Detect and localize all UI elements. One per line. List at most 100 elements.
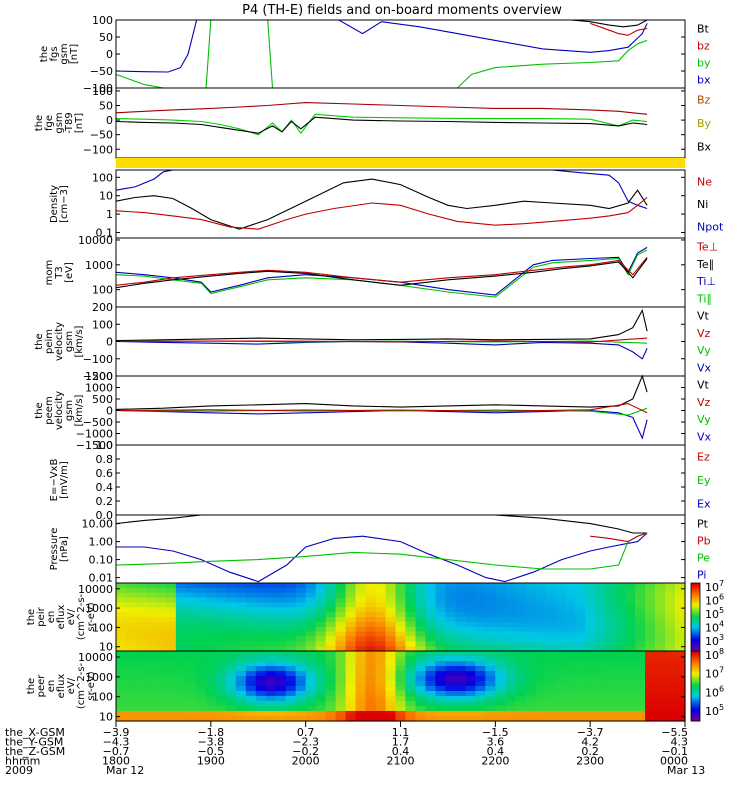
peer_eflux-heatmap-cell [625,666,636,672]
peir_eflux-heatmap-cell [235,641,247,647]
peer_eflux-heatmap-cell [175,651,187,657]
peir_eflux-heatmap-cell [135,592,147,599]
peir_eflux-heatmap-cell [155,612,167,618]
density-ytick-label: 100 [92,171,113,184]
peem-series-Vt [116,374,648,410]
peer_eflux-heatmap-cell [425,686,437,692]
peir_eflux-heatmap-cell [415,636,427,642]
peir_eflux-heatmap-cell [515,592,526,599]
peir_eflux-heatmap-cell [615,626,626,633]
peir_eflux-heatmap-cell [525,597,536,604]
peer_eflux-heatmap-cell [255,686,267,692]
peer_eflux-colorbar-segment [691,660,700,664]
peir_eflux-heatmap-cell [645,621,656,628]
peir_eflux-heatmap-cell [435,592,447,599]
peer_eflux-heatmap-cell [595,661,606,667]
peer_eflux-heatmap-cell [665,711,676,717]
peer_eflux-heatmap-cell [515,666,526,672]
peir_eflux-heatmap-cell [295,612,307,618]
peir_eflux-colorbar-tick-exponent: 7 [719,579,724,588]
peer_eflux-heatmap-cell [345,671,357,677]
efield-ylabel: [mV/m] [59,461,70,499]
pressure-legend-Pb: Pb [697,535,711,548]
peir_eflux-heatmap-cell [295,592,307,599]
peer_eflux-heatmap-cell [575,656,586,662]
peer_eflux-heatmap-cell [225,671,237,677]
peer_eflux-heatmap-cell [595,681,606,687]
peir_eflux-colorbar-segment [691,617,700,620]
peir_eflux-colorbar-segment [691,587,700,591]
peer_eflux-heatmap-cell [545,676,556,682]
peir_eflux-heatmap-cell [645,646,656,652]
peer_eflux-heatmap-cell [605,691,616,697]
xaxis-row-value: −3.7 [577,726,604,739]
peer_eflux-heatmap-cell [385,666,397,672]
peer_eflux-heatmap-cell [475,701,486,707]
peer_eflux-heatmap-cell [335,691,347,697]
peer_eflux-heatmap-cell [385,676,397,682]
peir_eflux-heatmap-cell [485,626,496,633]
peer_eflux-heatmap-cell [116,701,127,707]
peir_eflux-heatmap-cell [615,597,626,604]
peer_eflux-heatmap-cell [245,661,257,667]
peir_eflux-heatmap-cell [315,587,327,594]
peir_eflux-heatmap-cell [135,641,147,647]
peir_eflux-colorbar-segment [691,646,700,650]
peer_eflux-heatmap-cell [425,681,437,687]
peir_eflux-heatmap-cell [505,631,516,638]
peer_eflux-heatmap-cell [265,676,277,682]
peer_eflux-heatmap-cell [185,716,197,722]
peir_eflux-heatmap-cell [265,641,277,647]
peir_eflux-heatmap-cell [255,587,267,594]
peir_eflux-heatmap-cell [585,626,596,633]
peer_eflux-heatmap-cell [295,681,307,687]
peir_eflux-heatmap-cell [425,626,437,633]
peer_eflux-colorbar-segment [691,700,700,703]
efield-legend-Ey: Ey [697,474,711,487]
peer_eflux-heatmap-cell [555,696,566,702]
peir_eflux-heatmap-cell [155,602,167,608]
peer_eflux-heatmap-cell [385,696,397,702]
peir_eflux-heatmap-cell [625,626,636,633]
peer_eflux-heatmap-cell [125,711,137,717]
peir_eflux-heatmap-cell [395,612,407,618]
peer_eflux-heatmap-cell [175,686,187,692]
peer_eflux-heatmap-cell [375,716,387,722]
peer_eflux-heatmap-cell [225,651,237,657]
peer_eflux-heatmap-cell [585,701,596,707]
peer_eflux-heatmap-cell [465,686,476,692]
peer_eflux-heatmap-cell [505,681,516,687]
peer_eflux-heatmap-cell [525,686,536,692]
peir_eflux-heatmap-cell [325,612,337,618]
peir_eflux-heatmap-cell [405,631,417,638]
peer_eflux-heatmap-cell [385,656,397,662]
peer_eflux-heatmap-cell [345,691,357,697]
peer_eflux-heatmap-cell [465,671,476,677]
temperature-legend-Ti∥: Ti∥ [696,292,712,305]
peer_eflux-colorbar-segment [691,676,700,680]
peer_eflux-heatmap-cell [675,666,686,672]
peir_eflux-heatmap-cell [315,592,327,599]
peir_eflux-heatmap-cell [195,636,207,642]
peer_eflux-heatmap-cell [335,661,347,667]
peir_eflux-heatmap-cell [255,636,267,642]
panel-quality [116,158,685,168]
peer_eflux-heatmap-cell [116,716,127,722]
peer_eflux-heatmap-cell [465,716,476,722]
peer_eflux-heatmap-cell [265,651,277,657]
peir_eflux-heatmap-cell [415,612,427,618]
peer_eflux-heatmap-cell [275,711,287,717]
peer_eflux-heatmap-cell [485,651,496,657]
peir_eflux-heatmap-cell [345,626,357,633]
peer_eflux-heatmap-cell [605,716,616,722]
peir_eflux-heatmap-cell [275,646,287,652]
peir_eflux-heatmap-cell [495,631,506,638]
peir_eflux-heatmap-cell [175,641,187,647]
peer_eflux-heatmap-cell [585,661,596,667]
fgs-legend-bz: bz [697,40,710,53]
peer_eflux-heatmap-cell [355,686,367,692]
peir_eflux-heatmap-cell [125,612,137,618]
peer_eflux-heatmap-cell [245,666,257,672]
peer_eflux-heatmap-cell [295,676,307,682]
